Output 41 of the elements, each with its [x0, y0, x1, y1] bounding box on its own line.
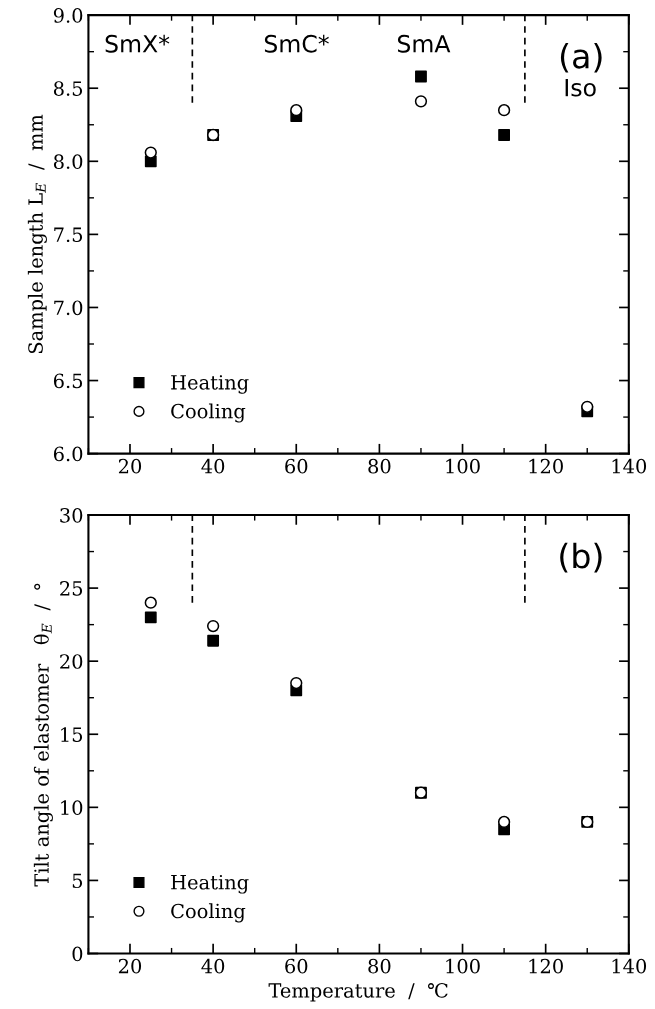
- annotation: SmC*: [264, 34, 329, 53]
- y-tick-label: 5: [72, 873, 83, 889]
- x-tick-label: 120: [529, 958, 563, 974]
- x-tick-label: 20: [118, 958, 142, 974]
- x-tick-label: 140: [612, 958, 647, 974]
- y-tick-label: 7.0: [54, 300, 83, 316]
- y-tick-label: 6.0: [53, 446, 83, 462]
- legend-label: Cooling: [171, 403, 246, 423]
- annotation: SmX*: [105, 34, 170, 53]
- x-tick-label: 80: [368, 958, 391, 974]
- y-axis-title: Tilt angle of elastomer θ$_{E}$ / °: [33, 583, 53, 887]
- x-tick-label: 100: [446, 458, 480, 474]
- legend-label: Heating: [171, 874, 249, 894]
- x-tick-label: 40: [201, 458, 225, 474]
- x-tick-label: 140: [612, 458, 647, 474]
- x-tick-label: 40: [201, 958, 225, 974]
- y-tick-label: 30: [60, 507, 83, 523]
- x-axis-title: Temperature / ℃: [268, 983, 448, 1002]
- annotation: (a): [560, 42, 602, 73]
- y-tick-label: 15: [61, 727, 83, 742]
- y-tick-label: 6.5: [53, 373, 83, 389]
- y-tick-label: 8.0: [53, 154, 83, 169]
- y-tick-label: 7.5: [54, 227, 83, 243]
- annotation: Iso: [565, 78, 596, 97]
- x-tick-label: 100: [446, 958, 480, 974]
- legend-label: Cooling: [171, 903, 246, 923]
- x-tick-label: 80: [368, 458, 391, 474]
- annotation: (b): [560, 542, 602, 573]
- x-tick-label: 120: [529, 458, 563, 474]
- x-tick-label: 60: [285, 958, 308, 974]
- legend-label: Heating: [171, 375, 249, 394]
- y-tick-label: 10: [61, 800, 83, 816]
- y-tick-label: 9.0: [53, 8, 83, 23]
- annotation: SmA: [397, 34, 451, 53]
- y-tick-label: 20: [60, 654, 83, 669]
- x-tick-label: 60: [285, 458, 308, 474]
- y-tick-label: 0: [72, 946, 83, 962]
- y-tick-label: 25: [60, 581, 83, 596]
- y-tick-label: 8.5: [53, 81, 83, 96]
- x-tick-label: 20: [118, 458, 142, 474]
- y-axis-title: Sample length L$_{E}$ / mm: [27, 114, 47, 354]
